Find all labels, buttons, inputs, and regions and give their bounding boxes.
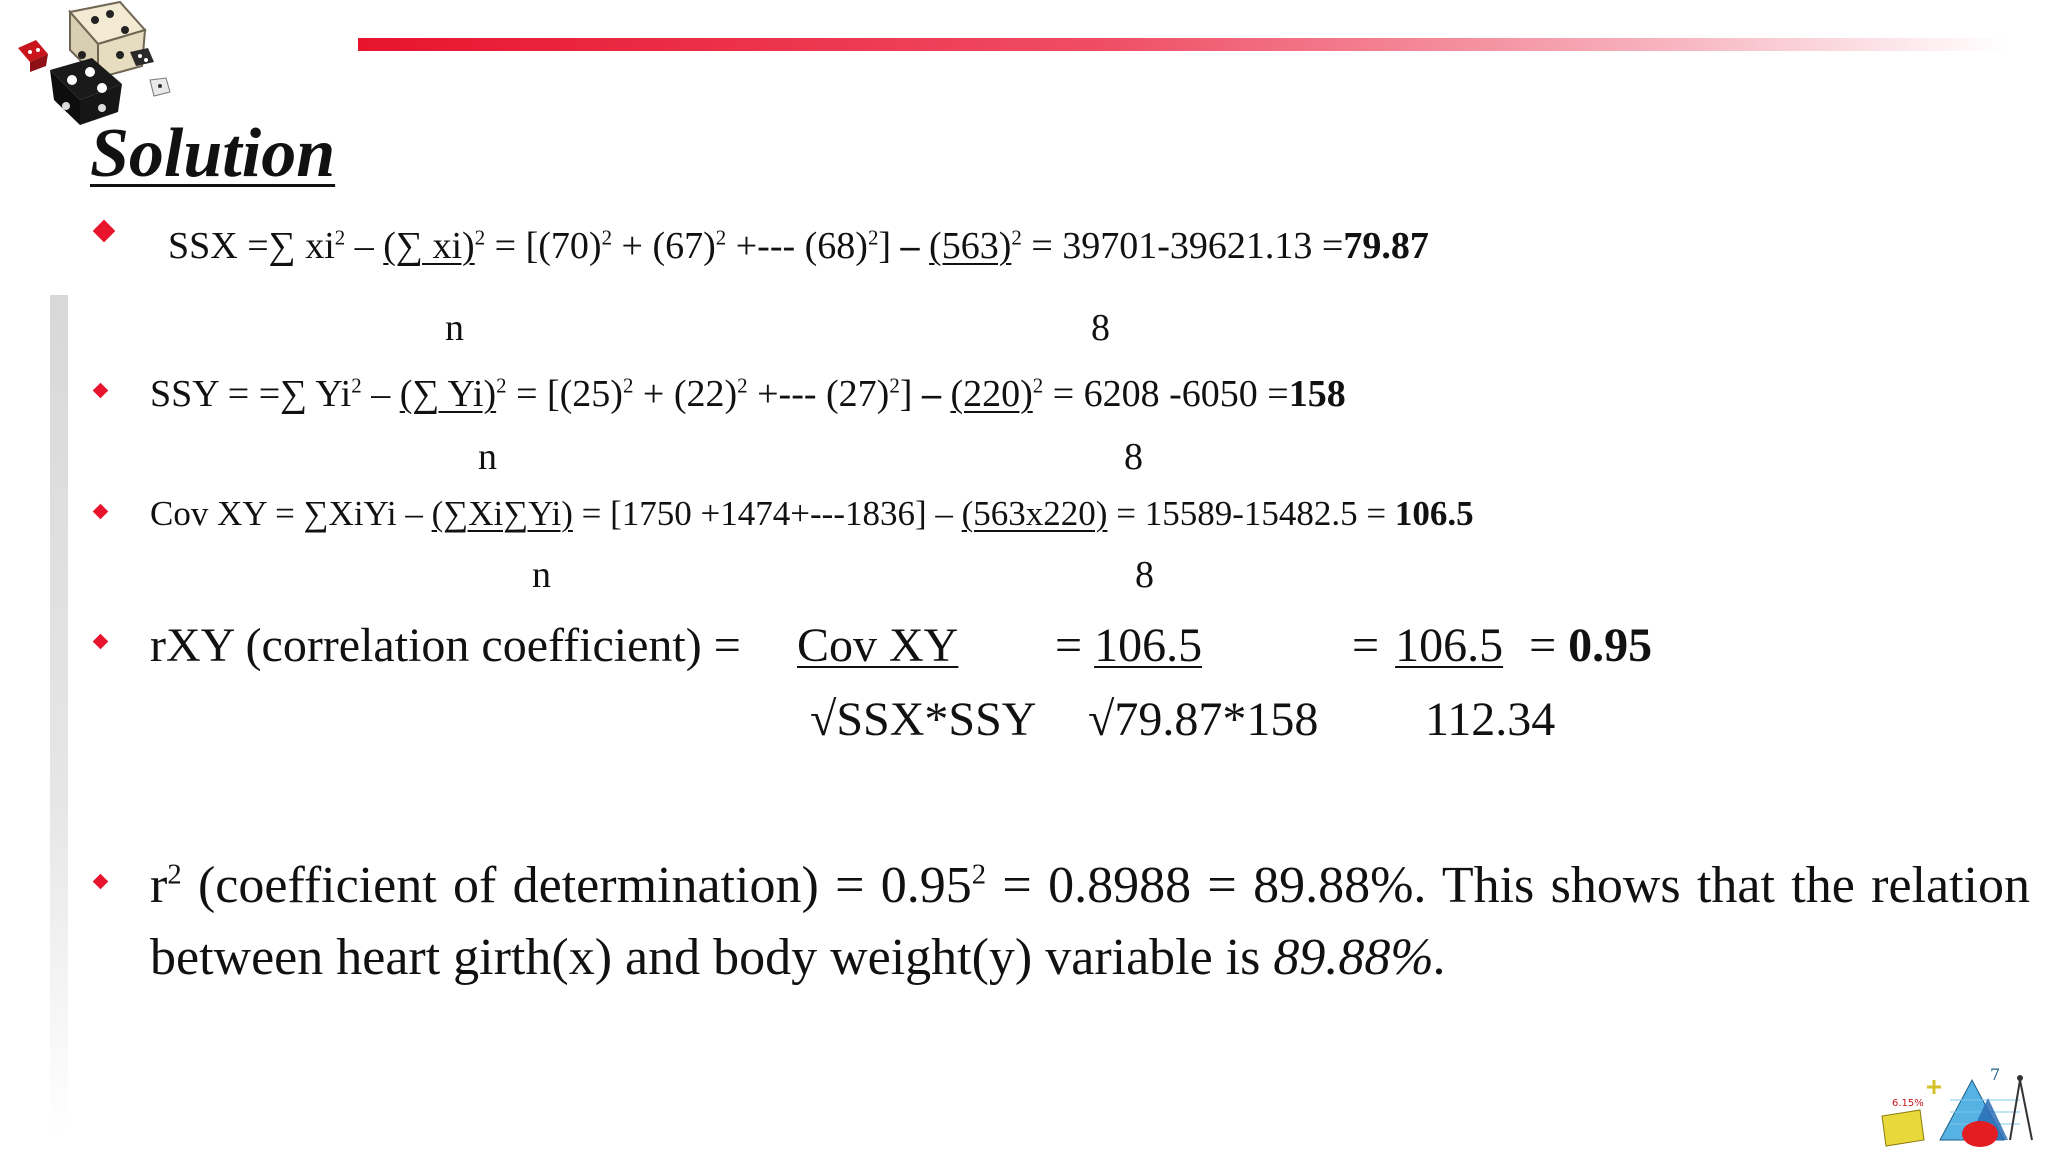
cov-denominator-n: n: [532, 554, 551, 596]
bullet-cov: [92, 503, 109, 520]
r2-text1: (coefficient of determination) = 0.95: [181, 857, 972, 914]
ssx-denominator-8: 8: [1091, 307, 1110, 349]
ssy-formula: SSY = =∑ Yi2 – (∑ Yi)2 = [(25)2 + (22)2 …: [150, 372, 1346, 416]
ssy-sq-6: 2: [1032, 373, 1044, 398]
bullet-ssy: [92, 382, 109, 399]
cov-product: (563x220): [961, 494, 1108, 533]
ssx-dash: –: [900, 225, 930, 267]
ssx-sum: (563): [929, 225, 1012, 267]
cov-denominator-8: 8: [1135, 554, 1154, 596]
rxy-eq4: =: [1529, 619, 1569, 672]
ssx-numerator: (∑ xi): [383, 225, 475, 267]
ssx-sq-2: 2: [474, 225, 486, 250]
ssx-formula: SSX =∑ xi2 – (∑ xi)2 = [(70)2 + (67)2 +-…: [168, 224, 1429, 268]
r2-paragraph: r2 (coefficient of determination) = 0.95…: [150, 850, 2030, 994]
ssy-sq-4: 2: [737, 373, 748, 398]
math-clipart-icon: 7 6.15%: [1881, 1065, 2033, 1147]
r2-sq: 2: [167, 859, 182, 891]
r2-r: r: [150, 857, 168, 914]
svg-text:7: 7: [1990, 1065, 2000, 1084]
cov-formula: Cov XY = ∑XiYi – (∑Xi∑Yi) = [1750 +1474+…: [150, 494, 1474, 534]
ssy-p3: +--- (27): [747, 373, 890, 415]
ssx-final: 79.87: [1343, 225, 1429, 267]
rxy-numerator-2: 106.5: [1094, 619, 1203, 672]
rxy-denominator-1: √SSX*SSY: [810, 693, 1037, 746]
svg-text:6.15%: 6.15%: [1892, 1098, 1924, 1109]
ssx-lhs: SSX =∑ xi: [168, 225, 335, 267]
ssx-p2: + (67): [612, 225, 716, 267]
ssy-p4: ]: [899, 373, 922, 415]
ssy-sq-3: 2: [622, 373, 634, 398]
ssy-expr: = [(25): [506, 373, 623, 415]
rxy-denominator-3: 112.34: [1425, 693, 1556, 746]
header-accent-bar: [358, 38, 2008, 51]
ssx-p4: ]: [878, 225, 901, 267]
slide-title: Solution: [90, 115, 336, 192]
ssy-sq: 2: [351, 373, 362, 398]
cov-final: 106.5: [1394, 494, 1474, 533]
cov-lhs: Cov XY = ∑XiYi –: [150, 494, 432, 533]
rxy-denominator-2: √79.87*158: [1088, 693, 1319, 746]
ssy-sum: (220): [950, 373, 1033, 415]
ssx-sq: 2: [334, 225, 346, 250]
ssy-dash: –: [921, 373, 951, 415]
ssy-final: 158: [1288, 373, 1346, 415]
rxy-label: rXY (correlation coefficient) =: [150, 619, 741, 672]
cov-numerator: (∑Xi∑Yi): [431, 494, 573, 533]
ssx-sq-3: 2: [601, 225, 613, 250]
r2-sq-2: 2: [971, 859, 987, 891]
ssx-expr: = [(70): [485, 225, 602, 267]
cov-result: = 15589-15482.5 =: [1107, 494, 1395, 533]
ssx-minus: –: [345, 225, 384, 267]
left-accent-bar: [50, 295, 68, 1135]
ssx-sq-5: 2: [867, 225, 879, 250]
rxy-eq3: =: [1352, 619, 1380, 672]
rxy-equals-3: = 106.5 = 0.95: [1352, 618, 1652, 673]
ssy-numerator: (∑ Yi): [399, 373, 497, 415]
ssx-denominator-n: n: [445, 307, 464, 349]
dice-logo-icon: [18, 0, 171, 125]
r2-final: 89.88%.: [1273, 929, 1447, 986]
ssx-sq-4: 2: [715, 225, 727, 250]
ssx-p3: +--- (68): [726, 225, 868, 267]
bullet-r2: [92, 873, 109, 890]
ssy-sq-5: 2: [889, 373, 900, 398]
ssy-minus: –: [361, 373, 400, 415]
ssy-denominator-8: 8: [1124, 436, 1143, 478]
ssy-p2: + (22): [633, 373, 738, 415]
bullet-ssx: [92, 219, 116, 243]
bullet-rxy: [92, 633, 109, 650]
ssx-sq-6: 2: [1011, 225, 1022, 250]
rxy-final: 0.95: [1568, 619, 1653, 672]
ssy-result: = 6208 -6050 =: [1043, 373, 1289, 415]
rxy-eq2: =: [1055, 619, 1095, 672]
ssy-denominator-n: n: [478, 436, 497, 478]
rxy-numerator-1: Cov XY: [797, 619, 959, 672]
rxy-numerator-3: 106.5: [1395, 619, 1504, 672]
ssy-lhs: SSY = =∑ Yi: [150, 373, 352, 415]
ssx-result: = 39701-39621.13 =: [1021, 225, 1344, 267]
ssy-sq-2: 2: [496, 373, 507, 398]
cov-expr: = [1750 +1474+---1836] –: [572, 494, 962, 533]
r2-text2: = 0.8988 = 89.88%. This shows that the r…: [150, 857, 2030, 986]
rxy-equals-2: = 106.5: [1055, 618, 1224, 673]
